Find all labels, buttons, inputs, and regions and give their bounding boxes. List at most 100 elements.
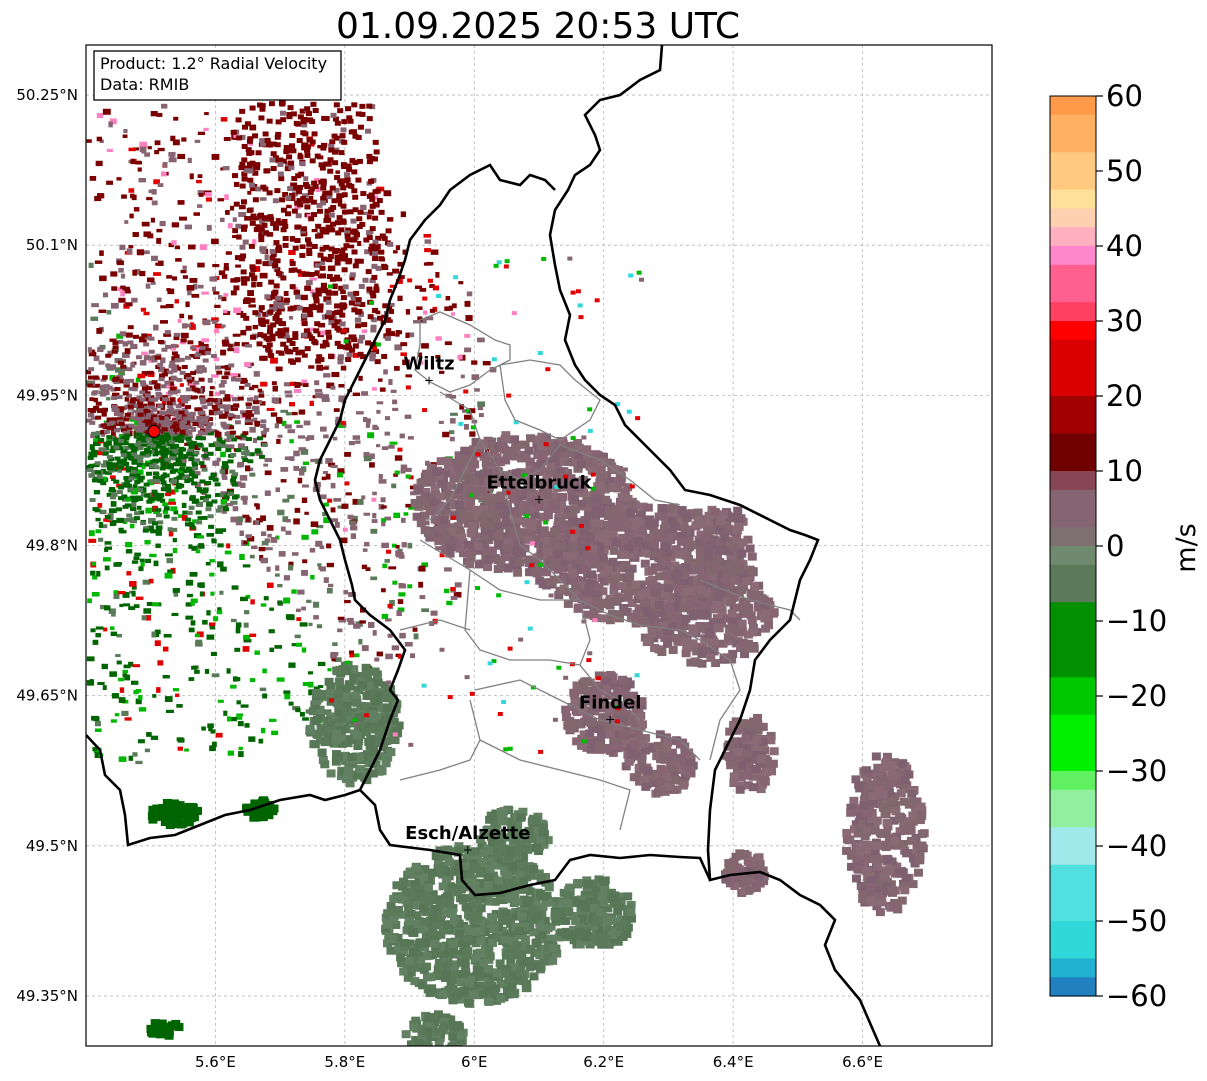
echo-pixel bbox=[701, 588, 711, 597]
echo-pixel bbox=[264, 168, 271, 174]
echo-pixel bbox=[325, 473, 331, 480]
echo-pixel bbox=[155, 530, 162, 536]
echo-pixel bbox=[480, 527, 490, 536]
echo-pixel bbox=[289, 259, 294, 264]
echo-pixel bbox=[344, 233, 351, 239]
echo-pixel bbox=[239, 530, 244, 536]
echo-pixel bbox=[599, 577, 609, 586]
echo-pixel bbox=[338, 383, 345, 388]
echo-pixel bbox=[181, 502, 187, 509]
echo-pixel bbox=[693, 508, 703, 517]
echo-pixel bbox=[300, 130, 307, 136]
echo-pixel bbox=[118, 756, 127, 762]
echo-pixel bbox=[249, 554, 255, 559]
echo-pixel bbox=[132, 269, 137, 276]
echo-pixel bbox=[264, 294, 271, 300]
echo-pixel bbox=[329, 276, 336, 282]
echo-pixel bbox=[332, 642, 338, 646]
echo-pixel bbox=[663, 637, 673, 646]
echo-pixel bbox=[657, 504, 667, 513]
echo-pixel bbox=[211, 238, 219, 245]
echo-pixel bbox=[249, 472, 256, 477]
echo-pixel bbox=[99, 275, 107, 282]
echo-pixel bbox=[371, 519, 378, 523]
echo-pixel bbox=[141, 351, 148, 356]
echo-pixel bbox=[440, 545, 450, 554]
echo-pixel bbox=[163, 418, 170, 423]
echo-pixel bbox=[128, 423, 135, 428]
echo-pixel bbox=[226, 431, 233, 436]
echo-pixel bbox=[109, 425, 116, 430]
echo-pixel bbox=[260, 321, 267, 327]
echo-pixel bbox=[482, 509, 492, 518]
echo-pixel bbox=[240, 433, 247, 438]
echo-pixel bbox=[201, 405, 208, 410]
echo-pixel bbox=[571, 456, 581, 465]
echo-pixel bbox=[662, 548, 672, 557]
echo-pixel bbox=[391, 645, 400, 651]
echo-pixel bbox=[172, 537, 177, 543]
echo-pixel bbox=[140, 438, 147, 443]
echo-pixel bbox=[603, 512, 613, 521]
echo-pixel bbox=[91, 303, 99, 308]
echo-pixel bbox=[201, 467, 208, 472]
echo-pixel bbox=[345, 163, 352, 169]
echo-pixel bbox=[166, 275, 173, 279]
echo-pixel bbox=[345, 357, 352, 363]
echo-pixel bbox=[210, 729, 216, 734]
echo-pixel bbox=[374, 283, 379, 288]
echo-pixel bbox=[335, 256, 342, 262]
echo-pixel bbox=[526, 484, 536, 493]
echo-pixel bbox=[381, 521, 386, 527]
echo-pixel bbox=[92, 375, 99, 380]
echo-pixel bbox=[96, 112, 104, 119]
echo-pixel bbox=[347, 291, 354, 297]
echo-pixel bbox=[352, 194, 359, 200]
echo-pixel bbox=[272, 262, 279, 268]
echo-pixel bbox=[220, 349, 227, 356]
echo-pixel bbox=[315, 291, 322, 297]
echo-pixel bbox=[364, 541, 370, 547]
echo-pixel bbox=[342, 284, 349, 290]
echo-pixel bbox=[405, 374, 413, 378]
echo-pixel bbox=[169, 397, 176, 402]
echo-pixel bbox=[109, 420, 116, 425]
echo-pixel bbox=[249, 105, 256, 111]
echo-pixel bbox=[176, 377, 183, 382]
echo-pixel bbox=[295, 350, 302, 356]
echo-pixel bbox=[195, 419, 202, 424]
echo-pixel bbox=[132, 484, 138, 489]
echo-pixel bbox=[198, 423, 205, 428]
echo-pixel bbox=[203, 127, 209, 131]
echo-pixel bbox=[255, 224, 262, 230]
echo-pixel bbox=[423, 233, 431, 238]
echo-pixel bbox=[559, 584, 569, 593]
echo-pixel bbox=[568, 552, 578, 561]
echo-pixel bbox=[170, 434, 177, 439]
echo-pixel bbox=[273, 313, 280, 319]
echo-pixel bbox=[143, 608, 152, 614]
echo-pixel bbox=[196, 442, 203, 447]
echo-pixel bbox=[218, 383, 225, 388]
echo-pixel bbox=[312, 305, 319, 311]
echo-pixel bbox=[185, 394, 192, 399]
echo-pixel bbox=[129, 213, 134, 219]
echo-pixel bbox=[157, 183, 164, 188]
echo-pixel bbox=[608, 521, 618, 530]
echo-pixel bbox=[98, 309, 107, 314]
echo-pixel bbox=[154, 508, 162, 512]
echo-pixel bbox=[284, 348, 291, 354]
echo-pixel bbox=[398, 582, 404, 587]
echo-pixel bbox=[320, 256, 327, 262]
echo-pixel bbox=[352, 352, 360, 358]
echo-pixel bbox=[319, 246, 326, 252]
echo-pixel bbox=[418, 477, 428, 486]
echo-pixel bbox=[336, 197, 343, 203]
echo-pixel bbox=[213, 328, 220, 334]
echo-pixel bbox=[339, 302, 346, 308]
echo-pixel bbox=[152, 492, 159, 497]
echo-pixel bbox=[737, 549, 747, 558]
echo-pixel bbox=[123, 382, 130, 388]
echo-pixel bbox=[342, 344, 349, 350]
echo-pixel bbox=[632, 609, 642, 618]
